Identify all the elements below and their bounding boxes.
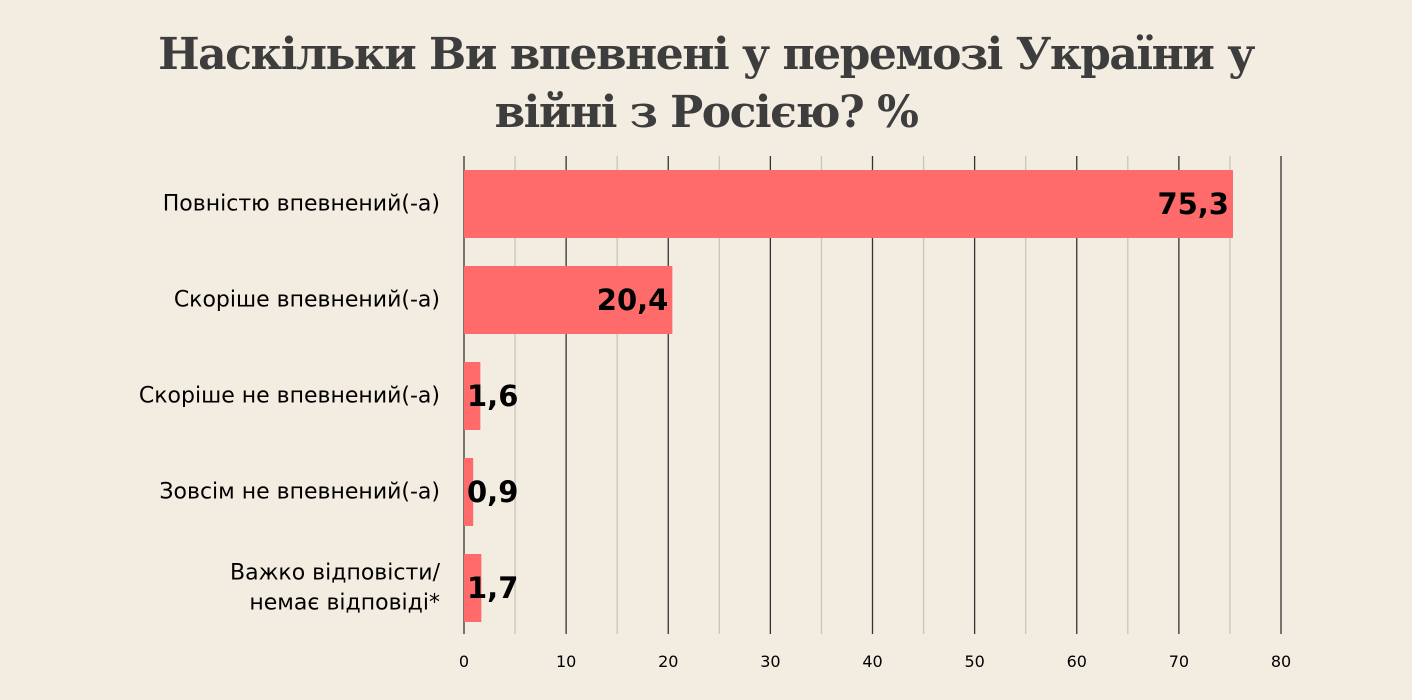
chart-title: Наскільки Ви впевнені у перемозі України… [0,26,1412,142]
category-label: Зовсім не впевнений(-а) [159,480,440,505]
category-label-line: Важко відповісти/ [230,561,441,586]
chart-title-line-2: війні з Росією? % [494,87,919,138]
x-tick-label: 60 [1067,652,1087,671]
x-tick-label: 30 [760,652,780,671]
bar [464,362,481,430]
category-label-line: Скоріше не впевнений(-а) [139,384,440,409]
x-tick-label: 80 [1271,652,1291,671]
value-labels: 75,3 20,4 1,6 0,9 1,7 [467,187,1229,605]
category-label-line: немає відповіді* [249,591,440,616]
category-label: Важко відповісти/немає відповіді* [230,561,441,616]
bar [464,458,474,526]
bar [464,554,482,622]
x-tick-label: 10 [556,652,576,671]
category-labels: Повністю впевнений(-а) Скоріше впевнений(… [139,192,441,616]
category-label-line: Повністю впевнений(-а) [163,192,440,217]
x-tick-label: 20 [658,652,678,671]
value-label: 1,7 [467,571,518,605]
category-label-line: Зовсім не впевнений(-а) [159,480,440,505]
value-label: 75,3 [1157,187,1229,221]
x-tick-label: 50 [964,652,984,671]
x-axis-ticks: 0 10 20 30 40 50 60 70 80 [459,652,1291,671]
chart-title-line-1: Наскільки Ви впевнені у перемозі України… [158,29,1255,80]
x-tick-label: 70 [1169,652,1189,671]
category-label: Скоріше не впевнений(-а) [139,384,440,409]
value-label: 0,9 [467,475,518,509]
x-tick-label: 0 [459,652,469,671]
category-label-line: Скоріше впевнений(-а) [174,288,440,313]
category-label: Повністю впевнений(-а) [163,192,440,217]
bar [464,266,673,334]
value-label: 1,6 [467,379,518,413]
x-tick-label: 40 [862,652,882,671]
category-label: Скоріше впевнений(-а) [174,288,440,313]
bar [464,170,1234,238]
value-label: 20,4 [597,283,669,317]
bars [464,170,1234,622]
